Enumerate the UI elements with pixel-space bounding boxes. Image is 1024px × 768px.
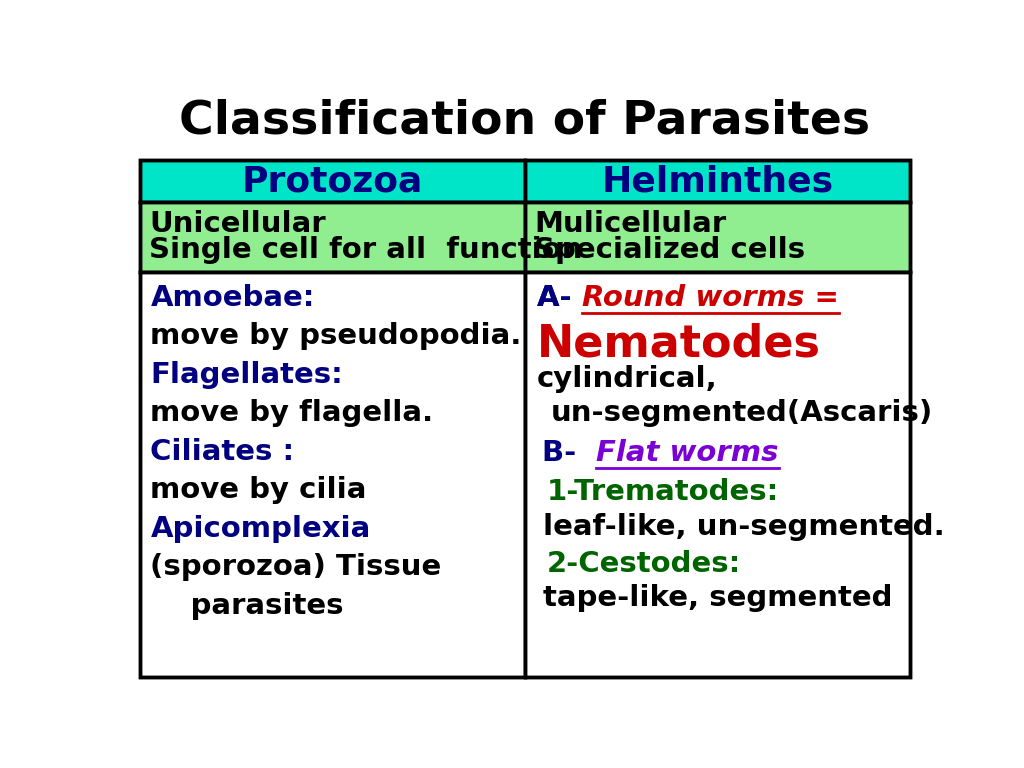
Text: (sporozoa) Tissue: (sporozoa) Tissue [151,554,441,581]
Text: 1-Trematodes:: 1-Trematodes: [547,478,778,506]
Text: Nematodes: Nematodes [538,323,821,366]
Text: Specialized cells: Specialized cells [535,236,805,264]
Text: move by pseudopodia.: move by pseudopodia. [151,323,522,350]
Text: Protozoa: Protozoa [242,164,423,198]
Text: Helminthes: Helminthes [601,164,834,198]
Bar [524,202,910,272]
Text: move by flagella.: move by flagella. [151,399,433,427]
Bar [139,160,910,677]
Text: A-: A- [538,284,582,312]
Text: Amoebae:: Amoebae: [151,284,314,312]
Text: Flagellates:: Flagellates: [151,361,343,389]
Bar [139,202,524,272]
Text: Apicomplexia: Apicomplexia [151,515,371,543]
Text: A-: A- [538,284,582,312]
Bar [524,160,910,202]
Text: Round worms =: Round worms = [582,284,839,312]
Text: cylindrical,: cylindrical, [538,365,718,392]
Text: un-segmented(Ascaris): un-segmented(Ascaris) [551,399,934,427]
Text: leaf-like, un-segmented.: leaf-like, un-segmented. [544,512,945,541]
Bar [139,272,524,677]
Text: parasites: parasites [151,592,344,620]
Text: Classification of Parasites: Classification of Parasites [179,99,870,144]
Text: Unicellular: Unicellular [148,210,326,238]
Text: Flat worms: Flat worms [596,439,779,468]
Text: tape-like, segmented: tape-like, segmented [544,584,893,612]
Text: Single cell for all  function: Single cell for all function [148,236,583,264]
Text: B-: B- [542,439,596,468]
Text: 2-Cestodes:: 2-Cestodes: [547,550,740,578]
Text: move by cilia: move by cilia [151,476,367,505]
Bar [524,272,910,677]
Text: Mulicellular: Mulicellular [535,210,726,238]
Text: Ciliates :: Ciliates : [151,438,295,466]
Bar [139,160,524,202]
